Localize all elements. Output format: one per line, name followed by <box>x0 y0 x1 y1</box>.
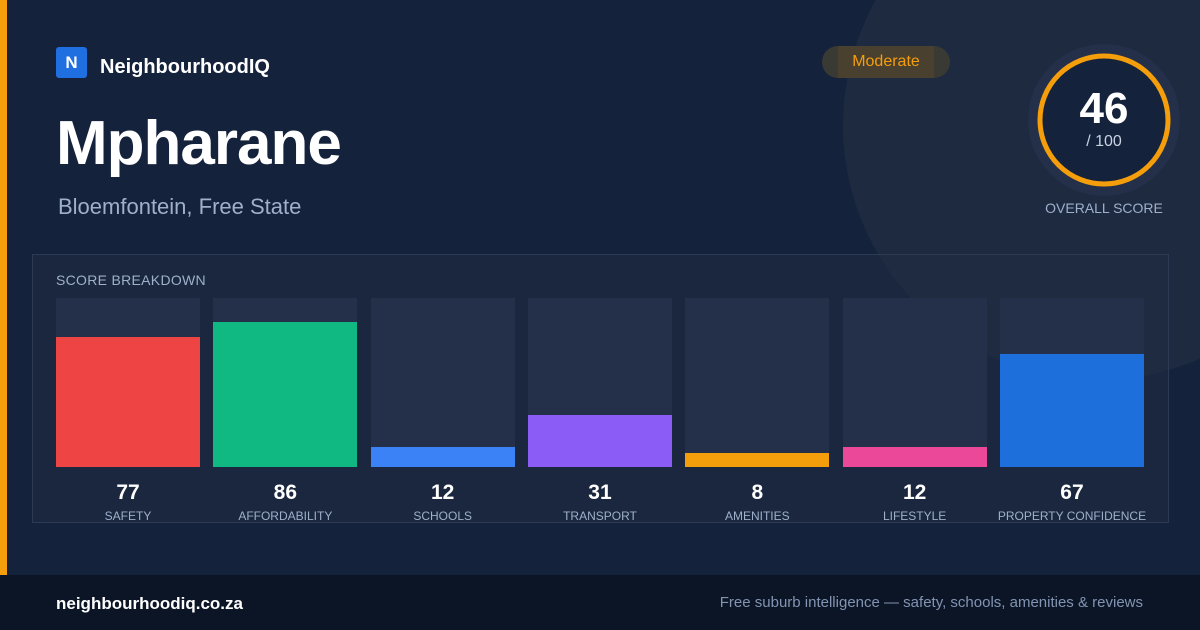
suburb-location: Bloemfontein, Free State <box>58 194 302 219</box>
accent-bar <box>0 0 7 575</box>
bar-value: 86 <box>273 481 297 504</box>
rating-badge-highlight <box>838 46 934 78</box>
bar-label: LIFESTYLE <box>882 509 947 523</box>
footer-tagline: Free suburb intelligence — safety, schoo… <box>719 594 1143 611</box>
bar-label: SAFETY <box>104 509 152 523</box>
bar-label: AFFORDABILITY <box>238 509 333 523</box>
bar-label: PROPERTY CONFIDENCE <box>997 509 1147 523</box>
rating-badge: Moderate <box>822 46 950 78</box>
score-bar-amenities: 8 AMENITIES <box>685 298 830 523</box>
bar-track <box>685 298 830 467</box>
bar-fill <box>213 322 358 467</box>
bar-track <box>370 298 515 467</box>
bar-fill <box>842 447 987 467</box>
footer: neighbourhoodiq.co.za Free suburb intell… <box>0 575 1200 630</box>
score-bar-lifestyle: 12 LIFESTYLE <box>842 298 987 523</box>
breakdown-title: SCORE BREAKDOWN <box>56 272 206 288</box>
bar-track <box>56 298 200 467</box>
overall-score-ring <box>1028 44 1180 196</box>
brand-name: NeighbourhoodIQ <box>100 56 270 78</box>
bar-value: 31 <box>588 481 612 504</box>
overall-score-max: / 100 <box>1086 133 1122 150</box>
score-bar-schools: 12 SCHOOLS <box>370 298 515 523</box>
score-breakdown-panel: SCORE BREAKDOWN 77 SAFETY 86 AFFORDABILITY 1… <box>32 254 1169 523</box>
bar-fill <box>999 354 1144 467</box>
bar-label: AMENITIES <box>724 509 790 523</box>
bar-label: SCHOOLS <box>413 509 472 523</box>
score-bar-transport: 31 TRANSPORT <box>527 298 672 523</box>
score-ring-inner <box>1042 58 1166 182</box>
bar-fill <box>527 415 672 467</box>
bar-track <box>527 298 672 467</box>
suburb-name: Mpharane <box>56 109 342 178</box>
bar-value: 77 <box>116 481 140 504</box>
bar-track <box>842 298 987 467</box>
overall-score-value: 46 <box>1079 84 1129 133</box>
score-ring-arc <box>1037 53 1171 187</box>
bar-track <box>213 298 358 467</box>
overall-score-label: OVERALL SCORE <box>1045 200 1163 216</box>
bar-value: 67 <box>1060 481 1084 504</box>
rating-badge-label: Moderate <box>852 53 920 70</box>
breakdown-bars: 77 SAFETY 86 AFFORDABILITY 12 SCHOOLS 31 TRANSP… <box>56 298 1146 523</box>
bar-track <box>999 298 1144 467</box>
bar-value: 12 <box>430 481 455 504</box>
logo-icon: N <box>56 47 87 78</box>
bar-value: 8 <box>751 481 764 504</box>
score-bar-safety: 77 SAFETY <box>56 298 200 523</box>
footer-url[interactable]: neighbourhoodiq.co.za <box>56 594 243 613</box>
bar-value: 12 <box>902 481 927 504</box>
score-bar-property-confidence: 67 PROPERTY CONFIDENCE <box>998 298 1146 523</box>
score-bar-affordability: 86 AFFORDABILITY <box>213 298 358 523</box>
bar-fill <box>370 447 515 467</box>
bar-fill <box>685 453 830 467</box>
brand[interactable]: N NeighbourhoodIQ <box>56 46 270 79</box>
bar-label: TRANSPORT <box>563 509 637 523</box>
bar-fill <box>56 337 200 467</box>
